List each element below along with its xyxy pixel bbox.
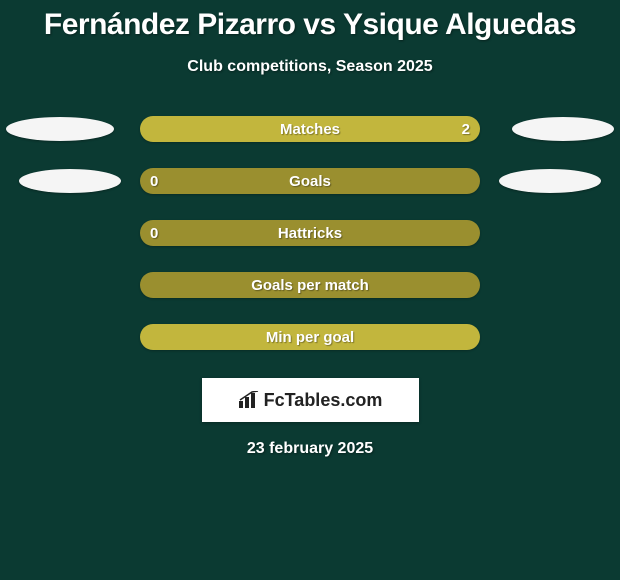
stat-label: Matches [280,121,340,138]
logo: FcTables.com [238,390,383,411]
stat-left-value: 0 [150,173,158,190]
stat-row: Matches 2 [0,116,620,142]
date-text: 23 february 2025 [0,440,620,458]
left-ellipse [6,117,114,141]
stat-left-value: 0 [150,225,158,242]
stat-label: Goals [289,173,331,190]
left-ellipse [19,169,121,193]
logo-box: FcTables.com [202,378,419,422]
stat-row: Goals 0 [0,168,620,194]
stat-row: Min per goal [0,324,620,350]
stat-bar: Goals 0 [140,168,480,194]
logo-text: FcTables.com [264,390,383,411]
stat-bar: Hattricks 0 [140,220,480,246]
bars-icon [238,391,260,409]
stat-row: Goals per match [0,272,620,298]
stat-bar: Matches 2 [140,116,480,142]
stat-bar: Goals per match [140,272,480,298]
right-ellipse [499,169,601,193]
stat-bar: Min per goal [140,324,480,350]
stat-right-value: 2 [462,121,470,138]
page-subtitle: Club competitions, Season 2025 [0,58,620,76]
stats-rows: Matches 2 Goals 0 Hattricks 0 Goals per match M… [0,116,620,350]
page-title: Fernández Pizarro vs Ysique Alguedas [0,0,620,42]
stat-row: Hattricks 0 [0,220,620,246]
stat-label: Min per goal [266,329,354,346]
stat-label: Goals per match [251,277,369,294]
stat-label: Hattricks [278,225,342,242]
right-ellipse [512,117,614,141]
